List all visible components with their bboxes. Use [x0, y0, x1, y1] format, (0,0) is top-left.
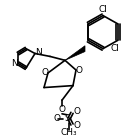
Text: O: O	[41, 68, 49, 77]
Text: Cl: Cl	[111, 44, 119, 53]
Text: S: S	[64, 114, 70, 123]
Text: Cl: Cl	[99, 5, 107, 14]
Text: O: O	[58, 105, 66, 114]
Text: CH₃: CH₃	[61, 128, 77, 137]
Text: N: N	[35, 48, 41, 57]
Text: N: N	[12, 59, 18, 68]
Polygon shape	[65, 46, 85, 60]
Text: O: O	[73, 121, 81, 130]
Text: O: O	[75, 65, 83, 75]
Text: O: O	[73, 107, 81, 116]
Text: O: O	[53, 114, 61, 123]
